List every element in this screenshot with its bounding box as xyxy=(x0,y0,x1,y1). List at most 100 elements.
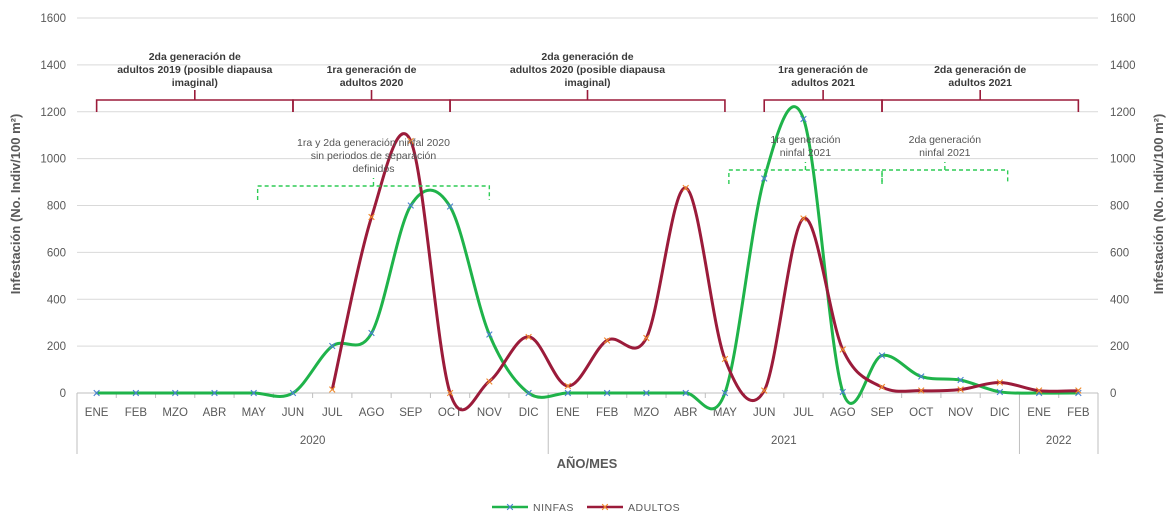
adult-bracket xyxy=(95,90,294,112)
data-point-adultos: ✕ xyxy=(524,331,533,344)
data-point-ninfas: ✕ xyxy=(406,200,415,213)
data-point-ninfas: ✕ xyxy=(760,173,769,186)
adult-bracket xyxy=(449,90,726,112)
adult-annotation-text: imaginal) xyxy=(172,77,218,89)
y-tick-label: 600 xyxy=(1110,247,1129,259)
data-point-adultos: ✕ xyxy=(956,383,965,396)
data-point-ninfas: ✕ xyxy=(877,350,886,363)
nymph-annotation-text: 1ra y 2da generación ninfal 2020 xyxy=(297,137,450,149)
adult-bracket xyxy=(763,90,883,112)
nymph-annotation-text: ninfal 2021 xyxy=(780,147,832,159)
y-tick-label: 0 xyxy=(1110,388,1116,400)
data-point-adultos: ✕ xyxy=(838,344,847,357)
y-axis-title-left: Infestación (No. Indiv/100 m²) xyxy=(8,114,23,295)
year-label: 2020 xyxy=(300,435,326,447)
svg-text:✕: ✕ xyxy=(505,501,514,514)
y-axis-title-right: Infestación (No. Indiv/100 m²) xyxy=(1151,114,1166,295)
data-point-adultos: ✕ xyxy=(917,385,926,398)
y-tick-label: 400 xyxy=(47,294,66,306)
data-point-ninfas: ✕ xyxy=(681,387,690,400)
data-point-ninfas: ✕ xyxy=(367,327,376,340)
series-layer: ✕ ✕ ✕ ✕ ✕ ✕✕✕✕ ✕✕✕ ✕ ✕ ✕ ✕ ✕✕✕✕✕✕ ✕✕ ✕ ✕✕✕✕✕✕✕✕✕ ✕✕✕✕✕✕… xyxy=(92,105,1083,412)
x-tick-label: MZO xyxy=(162,407,188,419)
gridlines xyxy=(77,17,1098,347)
data-point-ninfas: ✕ xyxy=(171,387,180,400)
series-adultos: ✕✕✕✕✕✕✕✕ ✕✕✕✕✕✕✕ ✕ ✕✕✕ ✕ xyxy=(328,132,1083,412)
y-tick-label: 1000 xyxy=(1110,154,1136,166)
data-point-adultos: ✕ xyxy=(642,332,651,345)
series-ninfas: ✕ ✕ ✕ ✕ ✕ ✕✕✕✕ ✕✕✕ ✕ ✕ ✕ ✕ ✕✕✕✕✕✕ ✕✕ ✕ ✕ xyxy=(92,105,1083,411)
adult-annotation-text: adultos 2019 (posible diapausa xyxy=(117,64,272,76)
data-point-ninfas: ✕ xyxy=(1074,387,1083,400)
data-point-ninfas: ✕ xyxy=(956,374,965,387)
year-label: 2022 xyxy=(1046,435,1072,447)
data-point-adultos: ✕ xyxy=(995,376,1004,389)
legend: ✕ NINFAS ✕ ADULTOS xyxy=(492,501,680,514)
data-point-ninfas: ✕ xyxy=(288,387,297,400)
x-tick-label: JUN xyxy=(753,407,775,419)
data-point-ninfas: ✕ xyxy=(328,340,337,353)
data-point-ninfas: ✕ xyxy=(838,386,847,399)
svg-text:ADULTOS: ADULTOS xyxy=(628,502,680,514)
adult-annotation-text: 1ra generación de xyxy=(778,64,868,76)
series-line-ninfas xyxy=(96,105,1079,411)
x-tick-label: MAY xyxy=(242,407,266,419)
data-point-adultos: ✕ xyxy=(563,380,572,393)
y-tick-label: 1400 xyxy=(1110,60,1136,72)
data-point-ninfas: ✕ xyxy=(720,387,729,400)
x-tick-label: FEB xyxy=(125,407,148,419)
adult-annotation-text: adultos 2021 xyxy=(791,77,855,89)
adult-annotation-text: adultos 2020 xyxy=(340,77,404,89)
series-line-adultos xyxy=(330,132,1079,412)
annotations-layer: 2da generación de adultos 2019 (posible d… xyxy=(95,51,1080,200)
data-point-adultos: ✕ xyxy=(367,211,376,224)
nymph-annotation-text: definidos xyxy=(352,163,394,175)
data-point-ninfas: ✕ xyxy=(524,387,533,400)
x-tick-label: AGO xyxy=(359,407,385,419)
data-point-ninfas: ✕ xyxy=(485,328,494,341)
adult-bracket xyxy=(292,90,451,112)
data-point-ninfas: ✕ xyxy=(92,387,101,400)
y-axis-right: 0 200 400 600 800 1000 1200 1400 1600 xyxy=(1110,13,1136,400)
y-tick-label: 1200 xyxy=(1110,107,1136,119)
data-point-adultos: ✕ xyxy=(445,387,454,400)
x-tick-label: JUL xyxy=(322,407,343,419)
x-tick-label: JUN xyxy=(282,407,304,419)
adult-annotation-text: 2da generación de xyxy=(934,64,1026,76)
x-tick-label: ENE xyxy=(85,407,109,419)
x-tick-label: MZO xyxy=(634,407,660,419)
y-tick-label: 200 xyxy=(47,341,66,353)
legend-item-ninfas: ✕ NINFAS xyxy=(492,501,573,514)
x-tick-label: FEB xyxy=(1067,407,1090,419)
x-tick-label: SEP xyxy=(399,407,422,419)
y-tick-label: 1400 xyxy=(40,60,66,72)
y-tick-label: 1600 xyxy=(40,13,66,25)
y-tick-label: 1600 xyxy=(1110,13,1136,25)
data-point-ninfas: ✕ xyxy=(1034,387,1043,400)
data-point-adultos: ✕ xyxy=(681,182,690,195)
data-point-adultos: ✕ xyxy=(406,135,415,148)
nymph-bracket xyxy=(881,162,1009,184)
adult-annotation-text: imaginal) xyxy=(564,77,610,89)
x-tick-label: ENE xyxy=(556,407,580,419)
x-tick-label: OCT xyxy=(438,407,462,419)
data-point-ninfas: ✕ xyxy=(603,387,612,400)
y-tick-label: 0 xyxy=(60,388,66,400)
x-tick-label: ABR xyxy=(674,407,698,419)
svg-text:✕: ✕ xyxy=(600,501,609,514)
x-tick-label: FEB xyxy=(596,407,619,419)
y-tick-label: 800 xyxy=(47,201,66,213)
data-point-ninfas: ✕ xyxy=(642,387,651,400)
adult-bracket xyxy=(881,90,1080,112)
y-tick-label: 600 xyxy=(47,247,66,259)
data-point-adultos: ✕ xyxy=(1074,385,1083,398)
x-axis-title: AÑO/MES xyxy=(557,456,618,471)
nymph-annotation-text: 1ra generación xyxy=(770,134,840,146)
data-point-ninfas: ✕ xyxy=(210,387,219,400)
